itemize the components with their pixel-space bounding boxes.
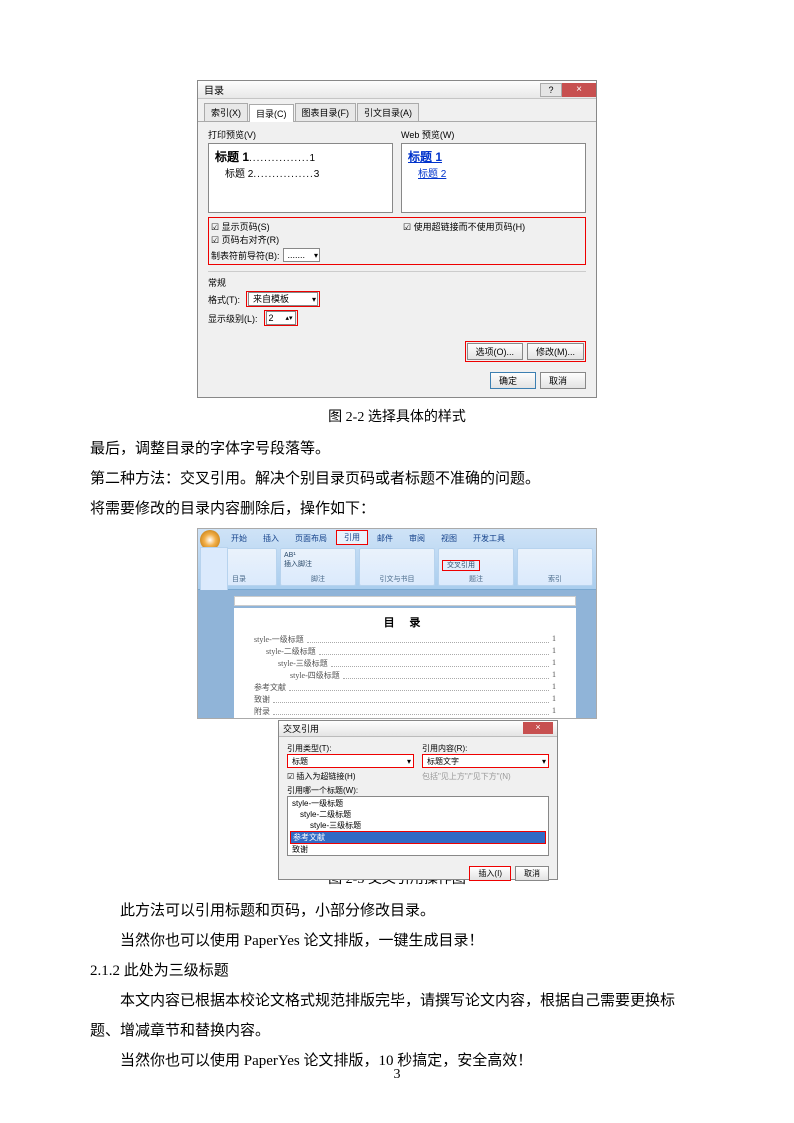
ribbon: 开始 插入 页面布局 引用 邮件 审阅 视图 开发工具 📄目录 AB¹插入脚注脚… — [198, 529, 596, 590]
pp-dots1: ................ — [249, 153, 309, 164]
reftype-label: 引用类型(T): — [287, 743, 414, 754]
toc-item: style-三级标题 — [278, 658, 328, 669]
ribtab-view[interactable]: 视图 — [434, 532, 464, 545]
reftype-select[interactable]: 标题 — [287, 754, 414, 768]
tab-figures[interactable]: 图表目录(F) — [295, 103, 357, 121]
modify-button[interactable]: 修改(M)... — [527, 343, 584, 360]
dialog-tabs: 索引(X) 目录(C) 图表目录(F) 引文目录(A) — [198, 99, 596, 122]
crossdlg-close[interactable]: × — [523, 722, 553, 734]
ribbon-group-citation: 引文与书目 — [359, 548, 435, 586]
paragraph-1: 最后，调整目录的字体字号段落等。 — [90, 434, 704, 464]
crossdlg-cancel-button[interactable]: 取消 — [515, 866, 549, 881]
web-h2: 标题 2 — [408, 165, 579, 180]
ribtab-insert[interactable]: 插入 — [256, 532, 286, 545]
reflist-item[interactable]: 附录 — [290, 855, 546, 856]
toc-item: 致谢 — [254, 694, 270, 705]
document-area: 目 录 style-一级标题1 style-二级标题1 style-三级标题1 … — [198, 590, 596, 718]
ribbon-group-caption: 交叉引用题注 — [438, 548, 514, 586]
reflist-item[interactable]: style-一级标题 — [290, 798, 546, 809]
ribbon-tabs: 开始 插入 页面布局 引用 邮件 审阅 视图 开发工具 — [198, 529, 596, 545]
insert-button[interactable]: 插入(I) — [469, 866, 511, 881]
page-number: 3 — [0, 1067, 794, 1083]
reflist-item-selected[interactable]: 参考文献 — [290, 831, 546, 844]
web-preview-label: Web 预览(W) — [401, 128, 586, 141]
toc-item: 附录 — [254, 706, 270, 717]
pp-h2: 标题 2 — [225, 169, 253, 180]
level-label: 显示级别(L): — [208, 312, 258, 325]
dialog-body: 打印预览(V) 标题 1................1 标题 2......… — [198, 122, 596, 337]
crossdlg-body: 引用类型(T): 标题 引用内容(R): 标题文字 ☑ 插入为超链接(H) 包括… — [279, 737, 557, 862]
figure-caption-1: 图 2-2 选择具体的样式 — [90, 406, 704, 426]
ribtab-references[interactable]: 引用 — [336, 530, 368, 545]
cross-reference-dialog: 交叉引用 × 引用类型(T): 标题 引用内容(R): 标题文字 ☑ 插入为超链… — [278, 720, 558, 880]
toc-item: style-一级标题 — [254, 634, 304, 645]
leader-select[interactable]: ....... — [283, 248, 321, 262]
doc-toc-title: 目 录 — [254, 614, 556, 630]
paragraph-3: 将需要修改的目录内容删除后，操作如下： — [90, 494, 704, 524]
print-preview: 标题 1................1 标题 2..............… — [208, 143, 393, 213]
document-page: 目 录 style-一级标题1 style-二级标题1 style-三级标题1 … — [234, 608, 576, 718]
toc-item: style-四级标题 — [290, 670, 340, 681]
help-button[interactable]: ? — [540, 83, 562, 97]
dialog-titlebar: 目录 ? × — [198, 81, 596, 99]
level-spinner[interactable]: 2▴▾ — [266, 311, 296, 325]
crossdlg-titlebar: 交叉引用 × — [279, 721, 557, 737]
reflist-item[interactable]: style-三级标题 — [290, 820, 546, 831]
ribtab-review[interactable]: 审阅 — [402, 532, 432, 545]
format-select[interactable]: 来自模板 — [248, 292, 318, 306]
print-preview-label: 打印预览(V) — [208, 128, 393, 141]
chk-hyperlink[interactable]: ☑ 使用超链接而不使用页码(H) — [403, 220, 583, 233]
refcontent-select[interactable]: 标题文字 — [422, 754, 549, 768]
ribtab-dev[interactable]: 开发工具 — [466, 532, 512, 545]
refcontent-label: 引用内容(R): — [422, 743, 549, 754]
pp-p1: 1 — [309, 153, 315, 164]
ruler — [234, 596, 576, 606]
pp-dots2: ................ — [253, 169, 313, 180]
chk-include-above: 包括"见上方"/"见下方"(N) — [422, 771, 549, 782]
chk-show-page[interactable]: ☑ 显示页码(S) — [211, 220, 391, 233]
paragraph-2: 第二种方法：交叉引用。解决个别目录页码或者标题不准确的问题。 — [90, 464, 704, 494]
close-button[interactable]: × — [562, 83, 596, 97]
ribtab-home[interactable]: 开始 — [224, 532, 254, 545]
reflist-item[interactable]: style-二级标题 — [290, 809, 546, 820]
toc-dialog: 目录 ? × 索引(X) 目录(C) 图表目录(F) 引文目录(A) 打印预览(… — [197, 80, 597, 398]
cross-reference-button[interactable]: 交叉引用 — [442, 560, 480, 571]
pp-p2: 3 — [314, 169, 320, 180]
ribbon-group-index: 索引 — [517, 548, 593, 586]
toc-item: style-二级标题 — [266, 646, 316, 657]
crossdlg-title: 交叉引用 — [283, 722, 319, 735]
format-label: 格式(T): — [208, 293, 240, 306]
tab-citations[interactable]: 引文目录(A) — [357, 103, 419, 121]
tab-index[interactable]: 索引(X) — [204, 103, 248, 121]
word-screenshot: 开始 插入 页面布局 引用 邮件 审阅 视图 开发工具 📄目录 AB¹插入脚注脚… — [197, 528, 597, 719]
ribbon-group-footnote: AB¹插入脚注脚注 — [280, 548, 356, 586]
dialog-title: 目录 — [204, 82, 224, 97]
paragraph-6: 本文内容已根据本校论文格式规范排版完毕，请撰写论文内容，根据自己需要更换标题、增… — [90, 986, 704, 1046]
cancel-button[interactable]: 取消 — [540, 372, 586, 389]
ok-button[interactable]: 确定 — [490, 372, 536, 389]
reflist-item[interactable]: 致谢 — [290, 844, 546, 855]
tab-toc[interactable]: 目录(C) — [249, 104, 294, 122]
ribtab-mailings[interactable]: 邮件 — [370, 532, 400, 545]
leader-label: 制表符前导符(B): — [211, 249, 280, 262]
paragraph-5: 当然你也可以使用 PaperYes 论文排版，一键生成目录！ — [90, 926, 704, 956]
toc-item: 参考文献 — [254, 682, 286, 693]
level-val: 2 — [269, 312, 274, 324]
reflist-label: 引用哪一个标题(W): — [287, 785, 549, 796]
chk-align-right[interactable]: ☑ 页码右对齐(R) — [211, 233, 391, 246]
heading-2-1-2: 2.1.2 此处为三级标题 — [90, 956, 704, 986]
web-preview: 标题 1 标题 2 — [401, 143, 586, 213]
window-controls: ? × — [540, 83, 596, 97]
options-button[interactable]: 选项(O)... — [467, 343, 524, 360]
web-h1: 标题 1 — [408, 148, 579, 165]
general-label: 常规 — [208, 276, 586, 289]
reference-list[interactable]: style-一级标题 style-二级标题 style-三级标题 参考文献 致谢… — [287, 796, 549, 856]
ribtab-layout[interactable]: 页面布局 — [288, 532, 334, 545]
ribbon-body: 📄目录 AB¹插入脚注脚注 引文与书目 交叉引用题注 索引 — [198, 545, 596, 589]
chk-insert-hyperlink[interactable]: ☑ 插入为超链接(H) — [287, 771, 414, 782]
pp-h1: 标题 1 — [215, 150, 249, 164]
paragraph-4: 此方法可以引用标题和页码，小部分修改目录。 — [90, 896, 704, 926]
